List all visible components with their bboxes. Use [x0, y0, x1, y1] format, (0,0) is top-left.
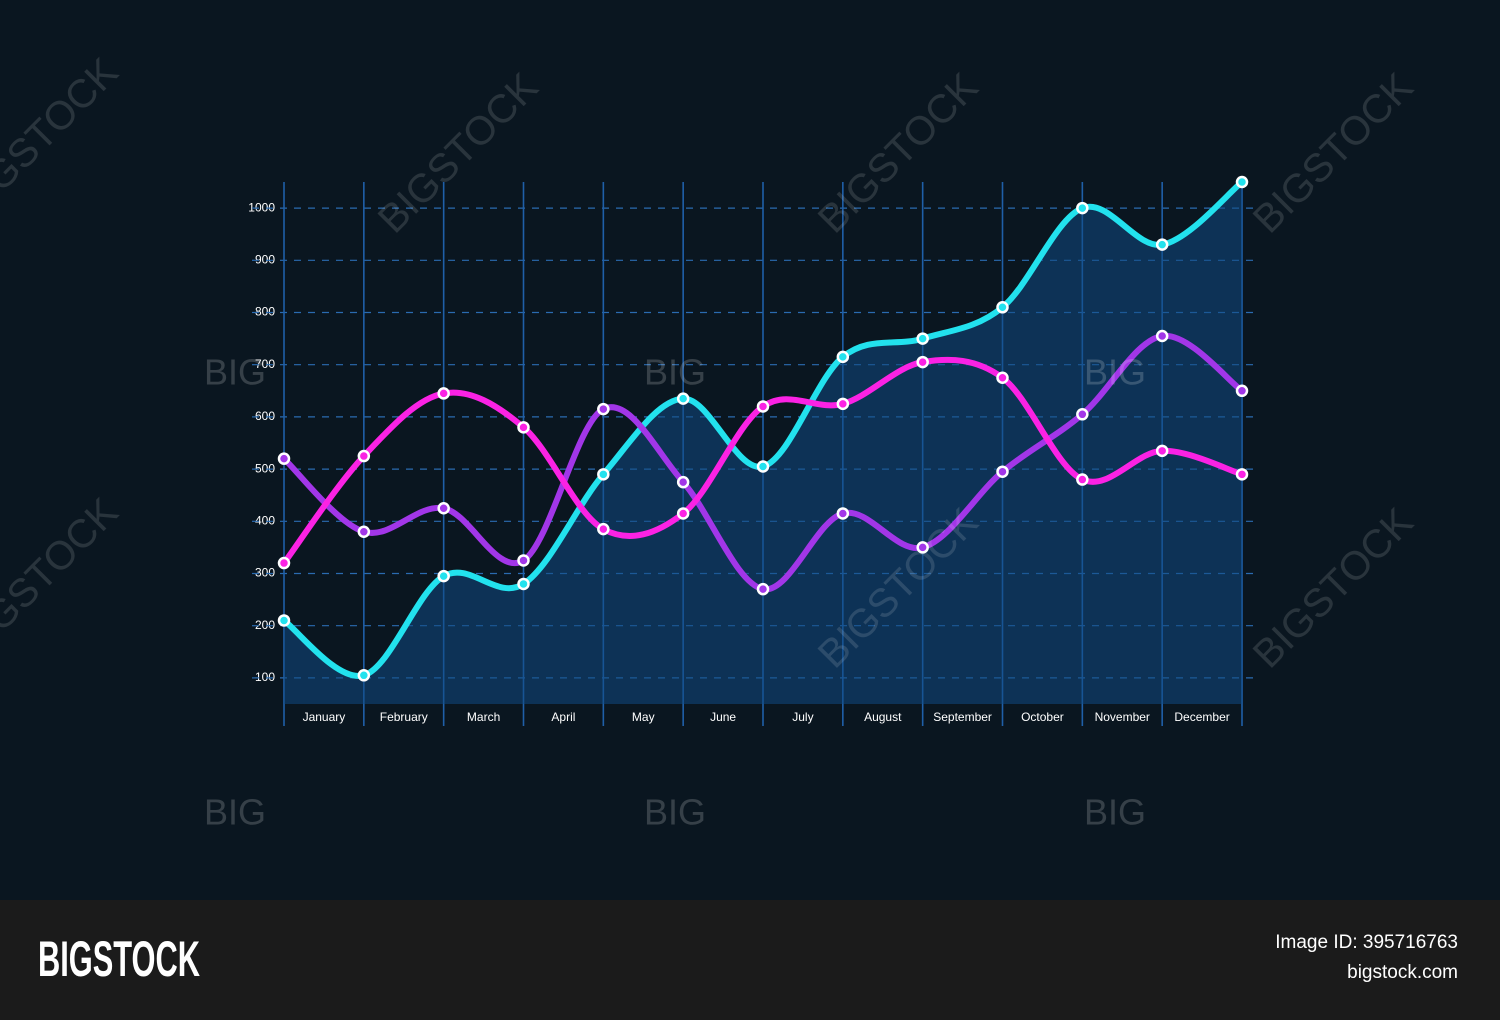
point	[996, 301, 1009, 314]
point	[1235, 175, 1249, 189]
point	[756, 460, 770, 473]
point	[597, 468, 610, 481]
point	[916, 541, 929, 554]
point	[1076, 201, 1089, 215]
point	[357, 449, 371, 463]
watermark-small: BIG	[1084, 792, 1146, 833]
x-tick-label: February	[380, 710, 428, 724]
y-tick-label: 1000	[248, 200, 275, 214]
point	[676, 475, 690, 489]
footer-logo: BIGSTOCK	[38, 931, 200, 987]
point	[1155, 444, 1169, 458]
y-tick-label: 800	[255, 305, 275, 319]
x-tick-label: January	[303, 710, 346, 724]
x-tick-label: July	[792, 710, 813, 724]
watermark-small: BIG	[644, 352, 706, 393]
point	[996, 465, 1009, 478]
point	[996, 371, 1009, 384]
y-tick-label: 200	[255, 618, 275, 632]
y-tick-label: 500	[255, 461, 275, 475]
y-tick-label: 300	[255, 566, 275, 580]
point	[597, 402, 610, 416]
y-tick-label: 400	[255, 513, 275, 527]
point	[437, 502, 450, 515]
point	[916, 332, 929, 345]
y-tick-label: 700	[255, 357, 275, 371]
watermark-small: BIG	[204, 792, 266, 833]
point	[1076, 473, 1089, 486]
x-tick-label: December	[1174, 710, 1229, 724]
point	[1076, 408, 1089, 421]
point	[517, 421, 530, 434]
x-tick-label: November	[1095, 710, 1150, 724]
point	[437, 387, 450, 400]
point	[1235, 384, 1249, 398]
point	[517, 577, 530, 591]
watermark-small: BIG	[644, 792, 706, 833]
point	[916, 355, 929, 369]
point	[277, 452, 291, 465]
x-tick-label: June	[710, 710, 736, 724]
point	[836, 507, 850, 520]
point	[756, 400, 770, 413]
point	[597, 522, 610, 536]
point	[277, 556, 291, 570]
x-tick-label: October	[1021, 710, 1064, 724]
point	[676, 507, 690, 520]
x-tick-label: August	[864, 710, 902, 724]
y-tick-label: 100	[255, 670, 275, 684]
point	[517, 554, 530, 567]
x-tick-label: March	[467, 710, 500, 724]
x-tick-label: May	[632, 710, 655, 724]
point	[1235, 468, 1249, 481]
point	[277, 614, 291, 627]
x-tick-label: April	[551, 710, 575, 724]
plot: 100 200 300 400 500 600 700 800 900 1000 January Fe…	[248, 175, 1254, 726]
point	[836, 350, 850, 364]
footer-band	[0, 900, 1500, 1020]
background	[0, 0, 1500, 900]
point	[357, 669, 371, 682]
y-tick-label: 600	[255, 409, 275, 423]
point	[756, 582, 770, 596]
y-tick-label: 900	[255, 252, 275, 266]
site: bigstock.com	[1347, 962, 1458, 983]
point	[437, 569, 450, 583]
watermark-small: BIG	[1084, 352, 1146, 393]
point	[676, 392, 690, 405]
point	[1155, 329, 1169, 343]
point	[357, 525, 371, 538]
point	[836, 397, 850, 411]
x-tick-label: September	[933, 710, 992, 724]
image-id: Image ID: 395716763	[1275, 932, 1458, 953]
point	[1155, 238, 1169, 251]
watermark-small: BIG	[204, 352, 266, 393]
